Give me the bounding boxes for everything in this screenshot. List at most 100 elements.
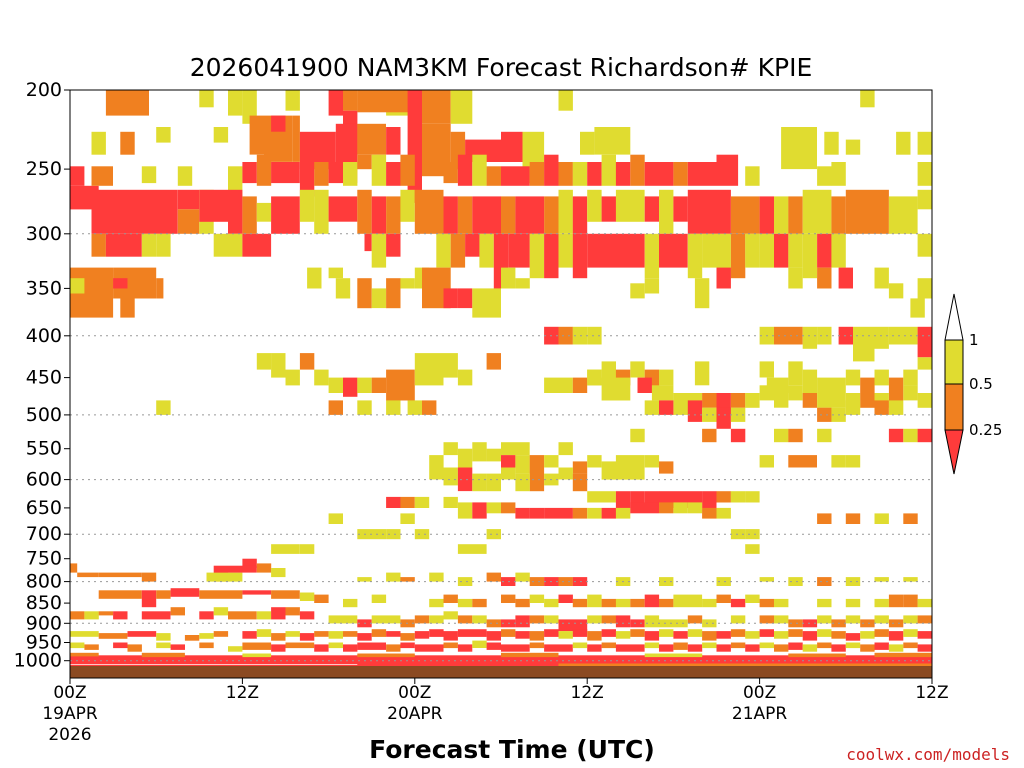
heatmap-cell bbox=[271, 644, 286, 652]
heatmap-cell bbox=[472, 473, 487, 492]
heatmap-cell bbox=[860, 393, 875, 408]
heatmap-cell bbox=[457, 629, 487, 637]
heatmap-cell bbox=[544, 644, 573, 652]
heatmap-cell bbox=[673, 594, 703, 608]
heatmap-cell bbox=[386, 369, 415, 401]
heatmap-cell bbox=[371, 629, 387, 637]
heatmap-cell bbox=[271, 162, 300, 184]
heatmap-cell bbox=[141, 590, 157, 608]
heatmap-cell bbox=[716, 407, 731, 429]
heatmap-cell bbox=[587, 507, 602, 519]
heatmap-cell bbox=[874, 267, 889, 289]
heatmap-cell bbox=[817, 267, 832, 289]
heatmap-cell bbox=[199, 90, 214, 108]
heatmap-cell bbox=[256, 353, 272, 370]
heatmap-cell bbox=[371, 615, 401, 624]
heatmap-cell bbox=[845, 369, 861, 386]
heatmap-cell bbox=[472, 154, 487, 186]
heatmap-cell bbox=[558, 442, 573, 456]
y-tick-label: 700 bbox=[26, 523, 62, 545]
heatmap-cell bbox=[817, 615, 832, 624]
heatmap-cell bbox=[558, 619, 588, 632]
heatmap-cell bbox=[910, 298, 925, 318]
heatmap-cell bbox=[328, 400, 343, 415]
heatmap-cell bbox=[817, 428, 832, 443]
heatmap-cell bbox=[328, 615, 358, 624]
heatmap-cell bbox=[228, 611, 257, 620]
heatmap-cell bbox=[501, 594, 516, 603]
heatmap-cell bbox=[572, 598, 588, 608]
heatmap-cell bbox=[400, 496, 415, 508]
heatmap-cell bbox=[601, 196, 616, 222]
heatmap-cell bbox=[299, 353, 315, 370]
heatmap-cell bbox=[702, 631, 717, 641]
heatmap-cell bbox=[457, 502, 473, 519]
heatmap-cell bbox=[759, 577, 774, 582]
heatmap-cell bbox=[644, 653, 703, 658]
heatmap-cell bbox=[271, 568, 286, 578]
heatmap-cell bbox=[343, 631, 358, 637]
heatmap-cell bbox=[457, 544, 487, 554]
heatmap-cell bbox=[472, 288, 501, 318]
heatmap-cell bbox=[120, 298, 135, 318]
heatmap-cell bbox=[371, 377, 387, 393]
heatmap-cell bbox=[414, 615, 430, 624]
heatmap-cell bbox=[414, 631, 430, 639]
heatmap-cell bbox=[759, 598, 774, 608]
heatmap-cell bbox=[730, 491, 746, 503]
heatmap-cell bbox=[170, 607, 185, 616]
heatmap-cell bbox=[386, 278, 401, 309]
plot-frame bbox=[69, 89, 933, 679]
heatmap-cell bbox=[659, 400, 674, 415]
heatmap-cell bbox=[759, 196, 774, 234]
heatmap-cell bbox=[400, 278, 415, 289]
heatmap-cell bbox=[802, 233, 818, 279]
heatmap-cell bbox=[788, 267, 803, 289]
heatmap-cell bbox=[702, 491, 717, 508]
heatmap-cell bbox=[249, 115, 264, 155]
heatmap-cell bbox=[788, 196, 803, 234]
heatmap-cell bbox=[630, 428, 645, 443]
heatmap-cell bbox=[615, 507, 631, 519]
heatmap-cell bbox=[299, 611, 315, 620]
x-tick-label: 12Z bbox=[915, 683, 948, 703]
heatmap-cell bbox=[91, 233, 106, 257]
heatmap-cell bbox=[156, 233, 171, 257]
heatmap-cell bbox=[558, 467, 573, 480]
heatmap-cell bbox=[242, 196, 257, 234]
heatmap-cell bbox=[817, 577, 832, 586]
heatmap-cell bbox=[314, 631, 329, 637]
heatmap-cell bbox=[184, 635, 200, 641]
heatmap-cell bbox=[400, 189, 415, 222]
heatmap-cell bbox=[256, 202, 272, 222]
heatmap-cell bbox=[630, 629, 645, 637]
heatmap-cell bbox=[457, 196, 473, 234]
heatmap-cell bbox=[831, 233, 846, 268]
heatmap-cell bbox=[307, 267, 322, 289]
heatmap-cell bbox=[788, 233, 803, 268]
heatmap-cell bbox=[759, 233, 774, 268]
y-tick-label: 250 bbox=[26, 158, 62, 180]
heatmap-cell bbox=[759, 385, 774, 401]
heatmap-cell bbox=[802, 393, 818, 408]
heatmap-cell bbox=[328, 90, 343, 116]
heatmap-cell bbox=[472, 640, 487, 648]
colorbar-box-yellow bbox=[944, 339, 964, 385]
heatmap-cell bbox=[716, 594, 731, 603]
heatmap-cell bbox=[407, 90, 422, 203]
heatmap-cell bbox=[601, 642, 616, 649]
heatmap-cell bbox=[845, 189, 889, 234]
heatmap-cell bbox=[98, 572, 142, 578]
heatmap-cell bbox=[256, 563, 272, 573]
heatmap-cell bbox=[299, 633, 315, 641]
heatmap-cell bbox=[687, 189, 731, 234]
heatmap-cell bbox=[242, 653, 272, 658]
heatmap-cell bbox=[874, 642, 889, 650]
x-tick-label: 2026 bbox=[48, 725, 91, 745]
heatmap-cell bbox=[860, 619, 875, 628]
heatmap-cell bbox=[702, 619, 717, 628]
heatmap-cell bbox=[587, 615, 602, 624]
heatmap-cell bbox=[845, 139, 861, 155]
heatmap-cell bbox=[457, 598, 473, 608]
heatmap-cell bbox=[673, 196, 688, 222]
